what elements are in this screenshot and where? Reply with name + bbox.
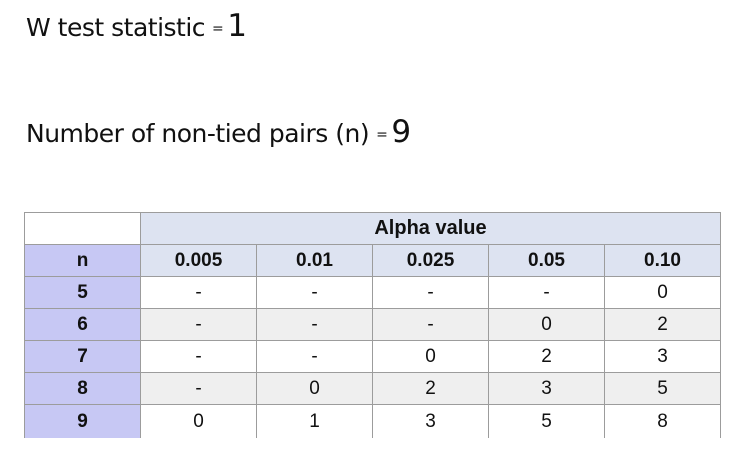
critical-value-cell: - [256, 276, 373, 309]
alpha-column-header: 0.01 [256, 244, 373, 277]
non-tied-pairs-line: Number of non-tied pairs (n) = 9 [26, 114, 411, 150]
critical-value-cell: 5 [604, 372, 721, 405]
alpha-value-header: Alpha value [140, 212, 721, 245]
critical-value-cell: 0 [256, 372, 373, 405]
group-header-row: Alpha value [24, 212, 721, 245]
critical-value-cell: - [140, 372, 257, 405]
alpha-column-header: 0.10 [604, 244, 721, 277]
n-cell: 6 [24, 308, 141, 341]
critical-value-cell: 0 [604, 276, 721, 309]
critical-value-cell: - [256, 308, 373, 341]
n-cell: 5 [24, 276, 141, 309]
critical-value-cell: 5 [488, 404, 605, 438]
critical-value-cell: - [372, 308, 489, 341]
critical-value-cell: 3 [372, 404, 489, 438]
table-row: 8 - 0 2 3 5 [24, 372, 721, 405]
critical-value-cell: - [140, 276, 257, 309]
critical-value-cell: 0 [372, 340, 489, 373]
column-header-row: n 0.005 0.01 0.025 0.05 0.10 [24, 244, 721, 277]
alpha-column-header: 0.025 [372, 244, 489, 277]
critical-values-table: Alpha value n 0.005 0.01 0.025 0.05 0.10… [24, 212, 721, 438]
critical-value-cell: - [372, 276, 489, 309]
table-row: 5 - - - - 0 [24, 276, 721, 309]
critical-value-cell: 0 [488, 308, 605, 341]
n-equals-sign: = [376, 127, 388, 143]
critical-value-cell: - [140, 308, 257, 341]
n-cell: 7 [24, 340, 141, 373]
n-column-header: n [24, 244, 141, 277]
critical-value-cell: - [256, 340, 373, 373]
critical-value-cell: 3 [604, 340, 721, 373]
critical-value-cell: - [140, 340, 257, 373]
critical-value-cell: 3 [488, 372, 605, 405]
w-equals-sign: = [212, 21, 224, 37]
n-cell: 9 [24, 404, 141, 438]
critical-value-cell: 0 [140, 404, 257, 438]
critical-value-cell: 8 [604, 404, 721, 438]
critical-value-cell: 2 [488, 340, 605, 373]
critical-value-cell: 1 [256, 404, 373, 438]
non-tied-pairs-label: Number of non-tied pairs (n) [26, 119, 370, 148]
table-row: 9 0 1 3 5 8 [24, 404, 721, 438]
alpha-column-header: 0.005 [140, 244, 257, 277]
w-statistic-value: 1 [227, 8, 247, 44]
table-row: 7 - - 0 2 3 [24, 340, 721, 373]
critical-value-cell: - [488, 276, 605, 309]
critical-value-cell: 2 [604, 308, 721, 341]
critical-value-cell: 2 [372, 372, 489, 405]
alpha-column-header: 0.05 [488, 244, 605, 277]
non-tied-pairs-value: 9 [391, 114, 411, 150]
table-row: 6 - - - 0 2 [24, 308, 721, 341]
n-cell: 8 [24, 372, 141, 405]
corner-cell [24, 212, 141, 245]
w-statistic-line: W test statistic = 1 [26, 8, 247, 44]
w-statistic-label: W test statistic [26, 13, 206, 42]
